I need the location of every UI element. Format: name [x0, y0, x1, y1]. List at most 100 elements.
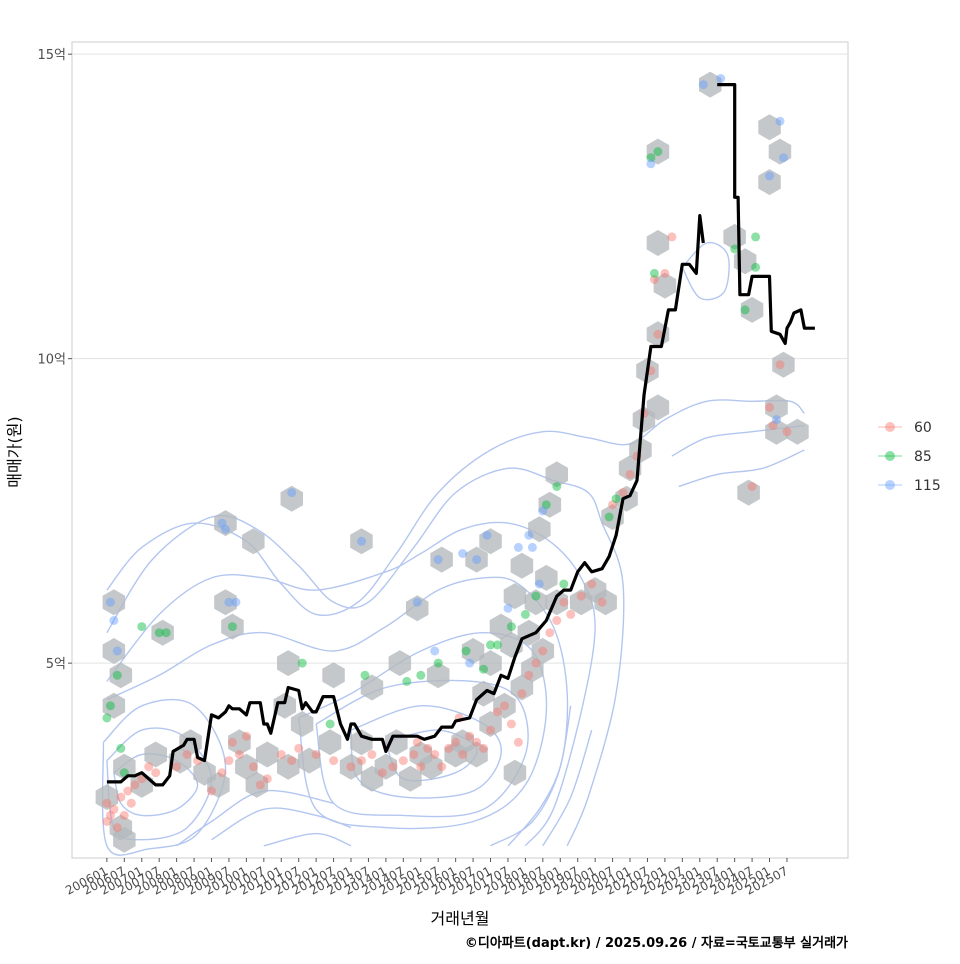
point-60	[559, 597, 569, 607]
point-115	[221, 524, 230, 534]
trend-lines	[106, 83, 815, 787]
point-85	[604, 512, 614, 522]
point-60	[458, 750, 468, 759]
point-60	[398, 756, 408, 766]
hexbin-cell	[699, 71, 722, 98]
point-60	[151, 768, 161, 778]
hexbin-cell	[758, 114, 781, 141]
point-60	[144, 762, 154, 772]
point-60	[500, 701, 509, 711]
point-85	[402, 676, 412, 686]
scatter-points	[102, 74, 792, 833]
point-85	[479, 664, 488, 674]
point-60	[329, 756, 339, 766]
point-85	[541, 500, 551, 510]
density-contour	[678, 449, 805, 488]
hexbin-cell	[168, 747, 192, 774]
point-60	[276, 750, 286, 759]
point-85	[649, 268, 659, 278]
hexbin-cell	[339, 753, 363, 780]
legend-key-point	[885, 480, 895, 490]
point-60	[493, 707, 502, 717]
hexbin-cell	[531, 638, 555, 664]
y-tick-label: 5억	[46, 657, 66, 672]
point-115	[357, 536, 366, 546]
hexbin-cell	[214, 589, 237, 616]
hexbin-cell	[242, 528, 265, 555]
point-60	[172, 762, 182, 772]
point-60	[123, 786, 133, 796]
density-contour	[106, 467, 625, 847]
point-85	[740, 305, 750, 315]
point-60	[234, 750, 244, 759]
hexbin-cell	[465, 546, 488, 573]
hexbin-cell	[430, 546, 453, 573]
hexbin-cell	[207, 771, 230, 798]
hexbin-cell	[535, 564, 558, 591]
hexbin-cell	[768, 138, 792, 165]
point-60	[227, 737, 237, 747]
point-60	[576, 591, 586, 601]
hexbin-cell	[594, 589, 617, 616]
hexbin-cell	[493, 692, 516, 719]
point-85	[520, 609, 530, 619]
hexbin-cell	[646, 138, 670, 165]
point-85	[506, 622, 516, 632]
hexbin-cell	[214, 510, 237, 537]
hexbin-cell	[538, 491, 562, 518]
point-60	[255, 780, 265, 790]
point-60	[409, 750, 419, 759]
point-115	[698, 80, 708, 90]
point-115	[646, 159, 656, 169]
panel-border	[71, 41, 849, 859]
point-85	[493, 640, 502, 650]
point-60	[416, 762, 426, 772]
density-contour	[263, 832, 352, 847]
point-60	[660, 268, 670, 278]
legend: 60 85 115	[878, 420, 941, 494]
point-85	[227, 622, 237, 632]
hexbin-cell	[479, 650, 502, 677]
median-trend-line	[106, 214, 705, 787]
point-60	[105, 810, 115, 820]
hexbin-cell	[772, 351, 795, 378]
hexbin-cell	[102, 589, 126, 616]
point-60	[102, 798, 112, 808]
hexbin-cell	[524, 589, 548, 616]
point-115	[109, 616, 119, 625]
point-60	[618, 488, 628, 498]
point-60	[597, 597, 607, 607]
point-60	[531, 658, 541, 668]
point-60	[287, 756, 297, 766]
hexbin-cell	[406, 595, 429, 622]
point-85	[552, 482, 562, 491]
hexbin-cell	[489, 613, 513, 640]
point-115	[765, 171, 774, 181]
hexbin-cell	[322, 662, 345, 689]
point-60	[423, 743, 433, 753]
point-115	[287, 488, 297, 498]
hexbin-cell	[277, 650, 300, 677]
point-115	[433, 555, 443, 565]
hexbin-cell	[221, 613, 244, 640]
hexbin-cell	[388, 650, 412, 677]
hexbin-cell	[350, 729, 373, 756]
point-115	[231, 597, 241, 607]
hexbin-cell	[273, 692, 296, 719]
hexbin-cell	[510, 674, 534, 701]
point-60	[262, 774, 272, 784]
hexbin-cell	[290, 711, 314, 737]
hexbin-cell	[235, 753, 258, 780]
density-contour	[101, 698, 227, 856]
hexbin-cell	[277, 753, 300, 780]
hexbin-cell	[510, 552, 534, 579]
point-60	[545, 628, 555, 638]
point-85	[433, 658, 443, 668]
point-60	[608, 500, 618, 510]
point-60	[517, 689, 527, 699]
density-contour	[211, 807, 352, 841]
hexbin-cell	[465, 741, 488, 768]
point-60	[388, 762, 398, 772]
